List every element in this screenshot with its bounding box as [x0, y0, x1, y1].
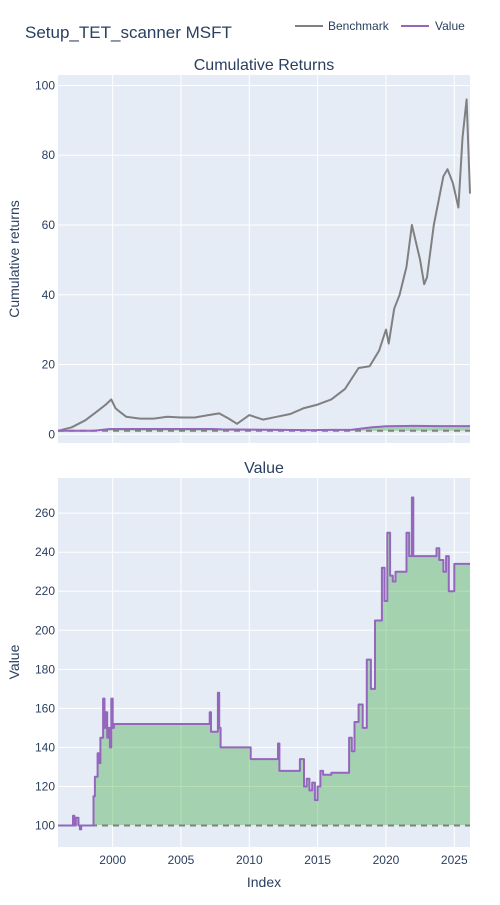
cumulative-returns-y-tick-label: 40: [42, 288, 56, 302]
value-y-tick-label: 260: [35, 506, 55, 520]
value-y-ticks: 100 120 140 160 180 200 220 240 260: [35, 506, 55, 832]
benchmark-series-line: [57, 98, 471, 432]
cumulative-returns-subplot: 0 20 40 60 80 100 Cumulative Returns Cumulati…: [6, 57, 471, 443]
value-y-tick-label: 200: [35, 623, 55, 637]
cumulative-returns-y-tick-label: 20: [42, 358, 56, 372]
x-tick-label: 2010: [236, 853, 263, 867]
x-tick-label: 2005: [168, 853, 195, 867]
value-series-line: [58, 496, 470, 831]
cumulative-returns-y-axis-title: Cumulative returns: [6, 200, 22, 318]
value-y-tick-label: 140: [35, 740, 55, 754]
cumulative-returns-marks: [57, 98, 471, 432]
x-tick-label: 2020: [373, 853, 400, 867]
value-marks: [58, 496, 470, 831]
cumulative-value-series-line: [58, 424, 470, 432]
cumulative-returns-y-tick-label: 0: [48, 427, 55, 441]
value-y-tick-label: 180: [35, 662, 55, 676]
value-subplot-title: Value: [244, 460, 284, 477]
legend-value-label: Value: [435, 19, 465, 33]
cumulative-returns-y-tick-label: 100: [35, 78, 55, 92]
x-tick-label: 2000: [99, 853, 126, 867]
value-y-tick-label: 120: [35, 779, 55, 793]
value-y-tick-label: 160: [35, 701, 55, 715]
legend[interactable]: Benchmark Value: [295, 19, 465, 33]
value-fill-area: [58, 497, 470, 830]
value-subplot: 100 120 140 160 180 200 220 240 260 2000 2005 2010…: [6, 460, 470, 890]
value-y-axis-title: Value: [6, 644, 22, 679]
cumulative-returns-plot-area[interactable]: [58, 75, 470, 443]
x-tick-label: 2015: [304, 853, 331, 867]
value-x-ticks: 2000 2005 2010 2015 2020 2025: [99, 853, 468, 867]
x-tick-label: 2025: [441, 853, 468, 867]
value-y-tick-label: 220: [35, 584, 55, 598]
cumulative-returns-y-tick-label: 60: [42, 218, 56, 232]
cumulative-returns-y-tick-label: 80: [42, 148, 56, 162]
value-y-tick-label: 100: [35, 819, 55, 833]
value-plot-area[interactable]: [58, 478, 470, 847]
cumulative-returns-gridlines: [58, 75, 470, 443]
cumulative-returns-y-ticks: 0 20 40 60 80 100: [35, 78, 55, 441]
figure-title: Setup_TET_scanner MSFT: [25, 23, 232, 42]
legend-benchmark-label: Benchmark: [328, 19, 390, 33]
value-y-tick-label: 240: [35, 545, 55, 559]
x-axis-title: Index: [247, 874, 281, 890]
cumulative-returns-title: Cumulative Returns: [194, 57, 335, 74]
